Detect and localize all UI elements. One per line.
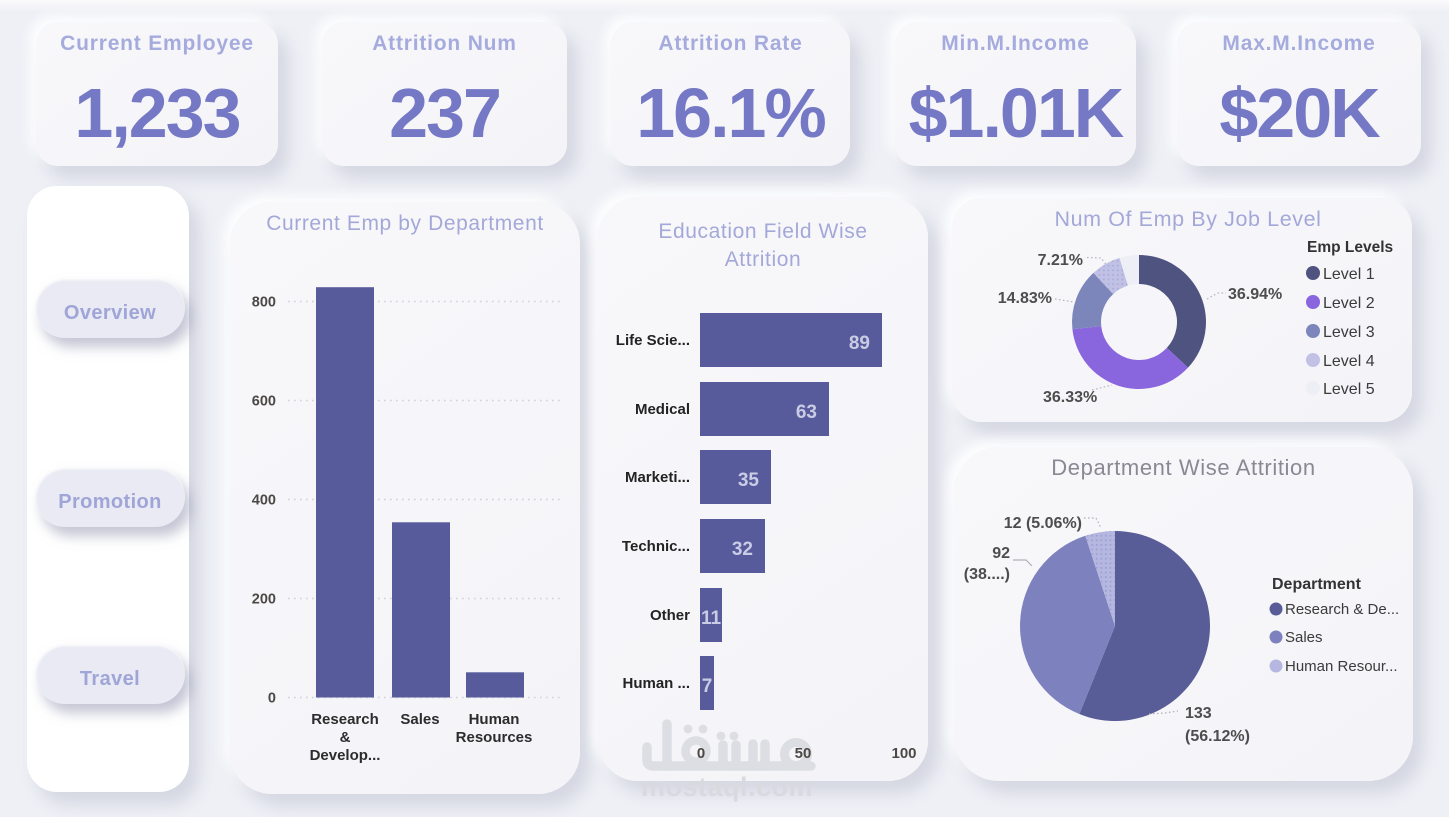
svg-text:Human ...: Human ... [622, 675, 690, 692]
svg-text:200: 200 [252, 592, 276, 608]
svg-text:Technic...: Technic... [622, 538, 690, 555]
svg-text:11: 11 [701, 608, 722, 629]
svg-text:133: 133 [1185, 705, 1212, 722]
svg-text:Research: Research [311, 711, 379, 728]
svg-text:12 (5.06%): 12 (5.06%) [1004, 515, 1082, 532]
svg-text:(56.12%): (56.12%) [1185, 728, 1250, 745]
svg-text:50: 50 [795, 745, 812, 762]
svg-text:600: 600 [252, 394, 276, 410]
svg-text:Develop...: Develop... [310, 747, 381, 764]
svg-text:Level 2: Level 2 [1323, 295, 1375, 312]
svg-text:Other: Other [650, 607, 690, 624]
svg-text:mostaql.com: mostaql.com [641, 772, 813, 802]
svg-text:Emp Levels: Emp Levels [1307, 239, 1393, 256]
svg-text:7: 7 [702, 676, 713, 697]
svg-text:0: 0 [697, 745, 705, 762]
svg-text:(38....): (38....) [964, 566, 1010, 583]
svg-text:Sales: Sales [400, 711, 439, 728]
svg-text:Level 5: Level 5 [1323, 381, 1375, 398]
svg-text:0: 0 [268, 691, 276, 707]
svg-text:Life Scie...: Life Scie... [616, 332, 690, 349]
svg-text:&: & [340, 729, 351, 746]
svg-text:Level 1: Level 1 [1323, 266, 1375, 283]
svg-text:Level 3: Level 3 [1323, 324, 1375, 341]
svg-text:800: 800 [252, 295, 276, 311]
svg-text:14.83%: 14.83% [998, 290, 1052, 307]
svg-text:36.33%: 36.33% [1043, 389, 1097, 406]
svg-text:Human Resour...: Human Resour... [1285, 658, 1398, 675]
svg-text:36.94%: 36.94% [1228, 286, 1282, 303]
svg-text:Resources: Resources [456, 729, 533, 746]
svg-text:89: 89 [849, 333, 870, 354]
svg-text:92: 92 [992, 545, 1010, 562]
svg-text:Human: Human [469, 711, 520, 728]
svg-text:Marketi...: Marketi... [625, 469, 690, 486]
svg-text:400: 400 [252, 493, 276, 509]
svg-text:63: 63 [796, 402, 817, 423]
svg-text:Research & De...: Research & De... [1285, 601, 1399, 618]
svg-text:Medical: Medical [635, 401, 690, 418]
svg-text:Sales: Sales [1285, 629, 1323, 646]
svg-text:Department: Department [1272, 576, 1362, 593]
svg-text:7.21%: 7.21% [1038, 252, 1083, 269]
svg-text:100: 100 [891, 745, 916, 762]
svg-text:35: 35 [738, 470, 760, 491]
svg-text:32: 32 [732, 539, 753, 560]
svg-text:Level 4: Level 4 [1323, 353, 1375, 370]
